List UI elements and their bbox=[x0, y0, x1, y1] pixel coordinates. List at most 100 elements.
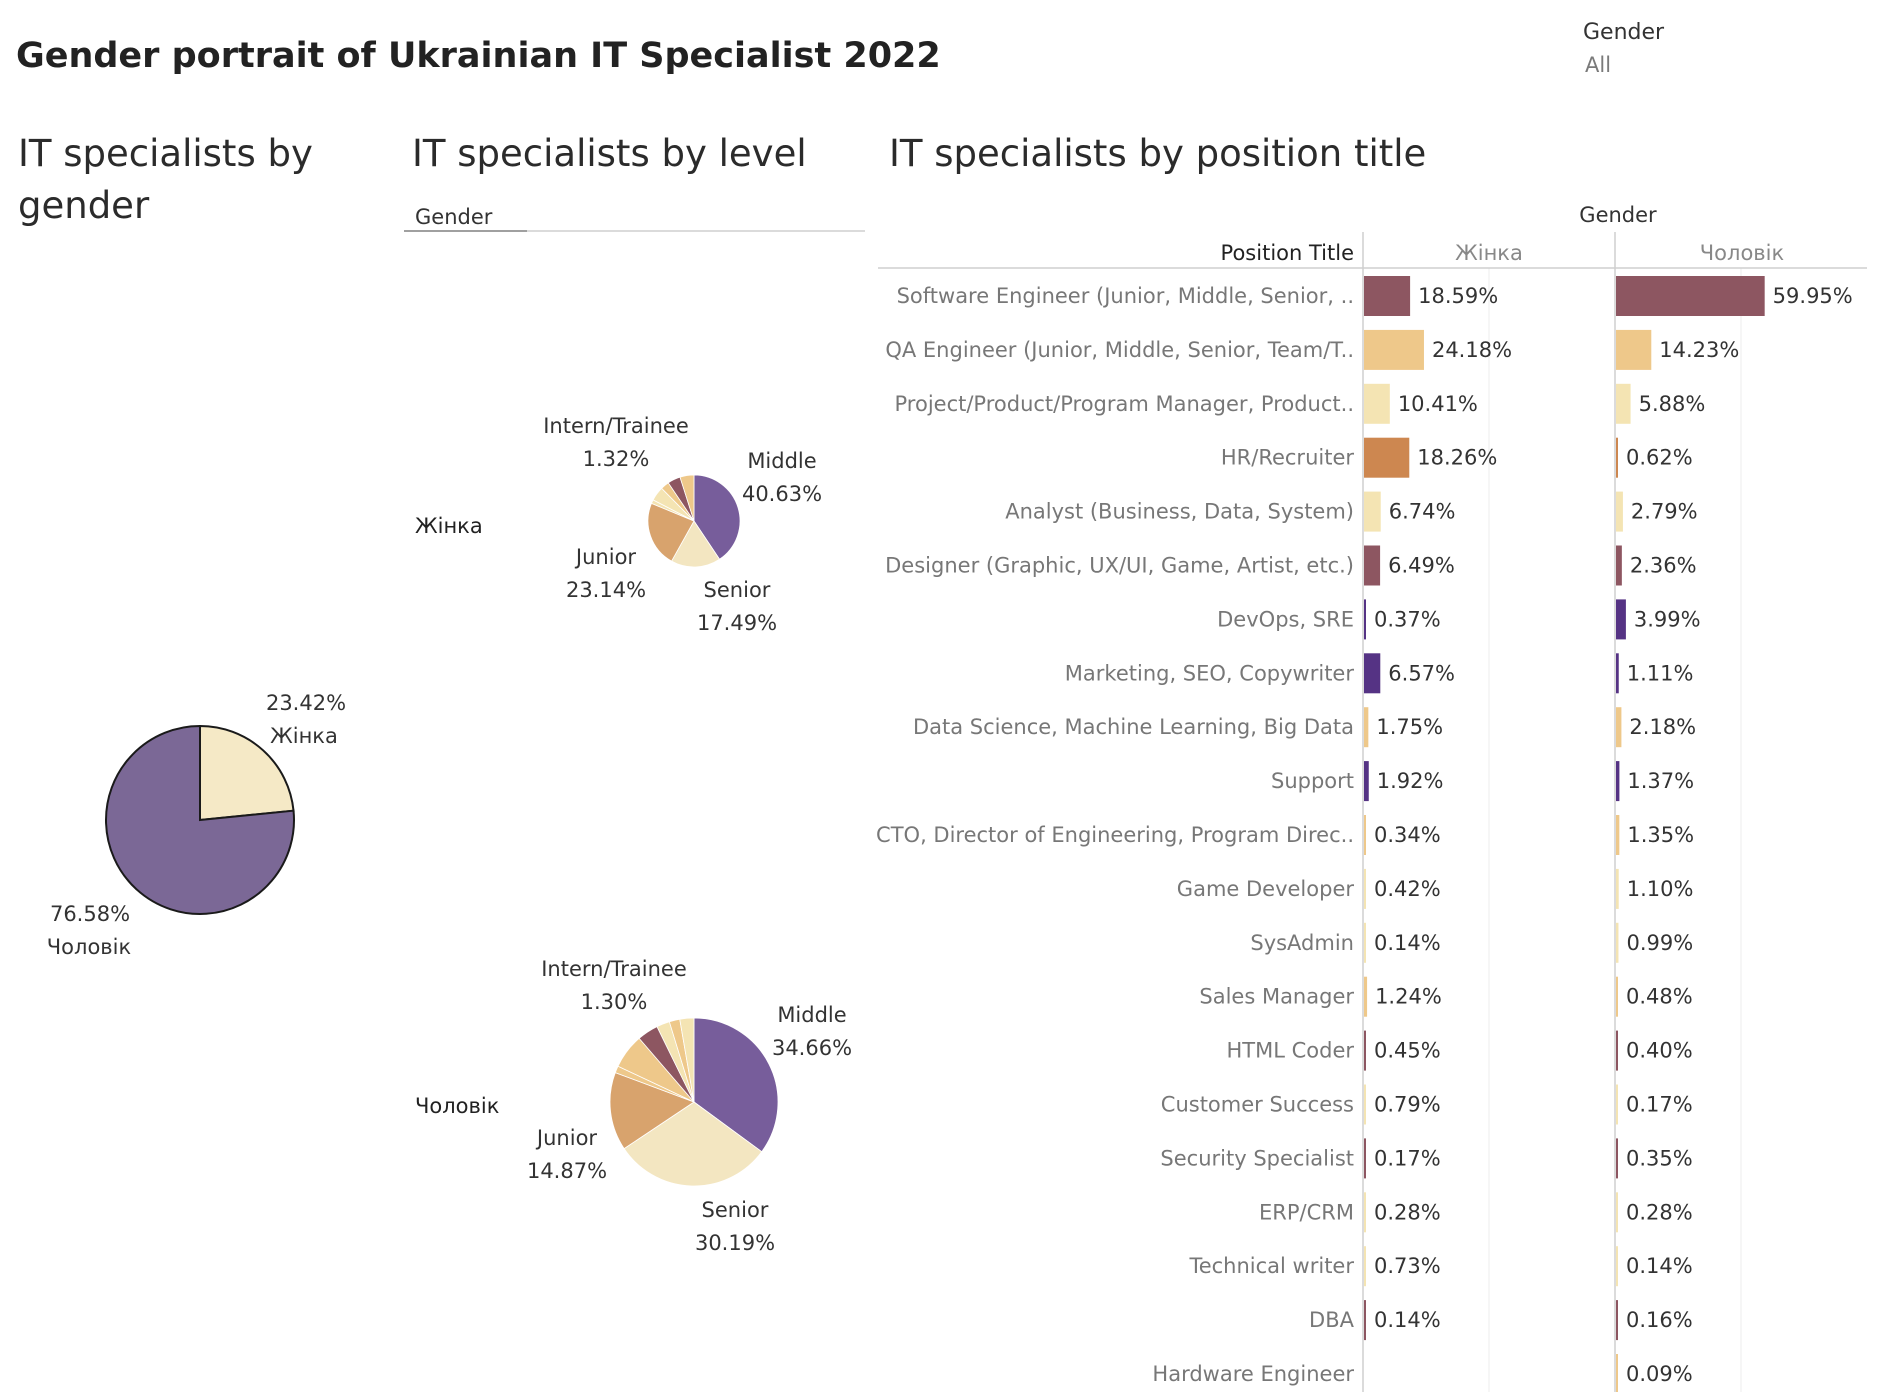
position-bar-cholovik[interactable] bbox=[1616, 383, 1631, 424]
position-bar-cholovik[interactable] bbox=[1616, 1300, 1618, 1341]
level-zhinka-middle-pct: 40.63% bbox=[742, 482, 822, 506]
level-cholovik-middle-name: Middle bbox=[777, 1003, 846, 1027]
position-bar-cholovik[interactable] bbox=[1616, 761, 1620, 802]
pie-slice-чоловік[interactable] bbox=[105, 724, 295, 915]
position-bar-zhinka[interactable] bbox=[1364, 1084, 1366, 1125]
position-bar-cholovik[interactable] bbox=[1616, 1084, 1618, 1125]
position-bar-zhinka[interactable] bbox=[1364, 815, 1366, 855]
pie-slice-junior[interactable] bbox=[647, 502, 695, 562]
position-bar-label-cholovik: 0.16% bbox=[1626, 1308, 1693, 1332]
level-zhinka-intern-pct: 1.32% bbox=[583, 447, 650, 471]
position-label: CTO, Director of Engineering, Program Di… bbox=[876, 823, 1354, 847]
gender-pie-zhinka-name: Жінка bbox=[270, 724, 338, 748]
level-cholovik-junior-name: Junior bbox=[535, 1126, 597, 1150]
level-pie-zhinka bbox=[647, 474, 741, 568]
position-bar-label-cholovik: 2.36% bbox=[1630, 554, 1697, 578]
position-bar-zhinka[interactable] bbox=[1364, 922, 1366, 963]
position-bar-cholovik[interactable] bbox=[1616, 1030, 1618, 1071]
position-label: Project/Product/Program Manager, Product… bbox=[895, 392, 1355, 416]
position-bar-label-cholovik: 3.99% bbox=[1634, 607, 1701, 631]
position-bar-zhinka[interactable] bbox=[1364, 653, 1381, 694]
position-bar-label-cholovik: 1.35% bbox=[1627, 823, 1694, 847]
gender-filter-label: Gender bbox=[1583, 20, 1665, 45]
position-bar-label-cholovik: 59.95% bbox=[1773, 284, 1853, 308]
position-bar-label-zhinka: 10.41% bbox=[1398, 392, 1478, 416]
position-bar-cholovik[interactable] bbox=[1616, 922, 1619, 963]
level-pie-cholovik bbox=[609, 1017, 779, 1187]
position-bar-zhinka[interactable] bbox=[1364, 761, 1369, 802]
position-bar-label-cholovik: 0.62% bbox=[1626, 446, 1693, 470]
pie-slice-other-5[interactable] bbox=[679, 1017, 695, 1103]
position-bar-label-cholovik: 1.10% bbox=[1627, 877, 1694, 901]
position-bar-cholovik[interactable] bbox=[1616, 653, 1619, 694]
position-bar-cholovik[interactable] bbox=[1616, 868, 1619, 909]
position-bar-cholovik[interactable] bbox=[1616, 599, 1626, 640]
gender-pie-title: IT specialists by gender bbox=[18, 132, 313, 227]
level-zhinka-junior-name: Junior bbox=[574, 545, 636, 569]
position-bar-cholovik[interactable] bbox=[1616, 815, 1620, 855]
position-bar-label-zhinka: 1.75% bbox=[1376, 715, 1443, 739]
position-label: Sales Manager bbox=[1199, 985, 1354, 1009]
position-label: DevOps, SRE bbox=[1217, 607, 1354, 631]
level-cholovik-senior-pct: 30.19% bbox=[695, 1231, 775, 1255]
pie-slice-other-4[interactable] bbox=[679, 474, 695, 522]
position-bar-label-zhinka: 0.42% bbox=[1374, 877, 1441, 901]
position-bar-zhinka[interactable] bbox=[1364, 383, 1390, 424]
gender-filter-value[interactable]: All bbox=[1585, 53, 1612, 77]
level-zhinka-senior-name: Senior bbox=[704, 578, 771, 602]
position-bar-cholovik[interactable] bbox=[1616, 491, 1623, 532]
position-bar-label-cholovik: 1.37% bbox=[1627, 769, 1694, 793]
position-label: ERP/CRM bbox=[1259, 1200, 1354, 1224]
position-bar-zhinka[interactable] bbox=[1364, 276, 1411, 316]
position-bar-cholovik[interactable] bbox=[1616, 707, 1622, 748]
position-bar-zhinka[interactable] bbox=[1364, 1138, 1366, 1179]
position-bar-zhinka[interactable] bbox=[1364, 1192, 1366, 1233]
pie-slice-senior[interactable] bbox=[623, 1101, 763, 1187]
position-bar-label-zhinka: 0.45% bbox=[1374, 1039, 1441, 1063]
position-bar-cholovik[interactable] bbox=[1616, 329, 1652, 370]
position-bar-cholovik[interactable] bbox=[1616, 437, 1618, 478]
position-bar-zhinka[interactable] bbox=[1364, 1030, 1366, 1071]
position-bar-zhinka[interactable] bbox=[1364, 491, 1381, 532]
position-bar-zhinka[interactable] bbox=[1364, 976, 1368, 1017]
position-bar-zhinka[interactable] bbox=[1364, 707, 1369, 748]
col-header-cholovik: Чоловік bbox=[1700, 241, 1784, 265]
position-bar-label-cholovik: 0.14% bbox=[1626, 1254, 1693, 1278]
position-bar-zhinka[interactable] bbox=[1364, 599, 1366, 640]
position-bar-label-zhinka: 1.92% bbox=[1377, 769, 1444, 793]
position-bar-zhinka[interactable] bbox=[1364, 868, 1366, 909]
position-bar-zhinka[interactable] bbox=[1364, 329, 1424, 370]
position-label: Support bbox=[1271, 769, 1354, 793]
position-bar-label-cholovik: 0.09% bbox=[1626, 1362, 1693, 1386]
position-bar-zhinka[interactable] bbox=[1364, 437, 1410, 478]
position-bar-cholovik[interactable] bbox=[1616, 545, 1622, 586]
position-bar-cholovik[interactable] bbox=[1616, 1192, 1618, 1233]
position-bar-label-zhinka: 0.79% bbox=[1374, 1093, 1441, 1117]
position-bar-zhinka[interactable] bbox=[1364, 545, 1381, 586]
position-label: Security Specialist bbox=[1160, 1146, 1354, 1170]
position-bar-cholovik[interactable] bbox=[1616, 976, 1618, 1017]
position-bar-cholovik[interactable] bbox=[1616, 1354, 1618, 1392]
position-bar-zhinka[interactable] bbox=[1364, 1300, 1366, 1341]
position-bar-zhinka[interactable] bbox=[1364, 1246, 1366, 1287]
position-bar-label-cholovik: 0.35% bbox=[1626, 1146, 1693, 1170]
pie-slice-жінка[interactable] bbox=[199, 724, 295, 822]
position-bar-cholovik[interactable] bbox=[1616, 1138, 1618, 1179]
position-bar-label-zhinka: 0.17% bbox=[1374, 1146, 1441, 1170]
position-bar-label-zhinka: 18.26% bbox=[1417, 446, 1497, 470]
position-bar-label-zhinka: 0.14% bbox=[1374, 931, 1441, 955]
position-bar-label-zhinka: 0.73% bbox=[1374, 1254, 1441, 1278]
gender-pie-chart bbox=[105, 724, 295, 915]
level-cholovik-intern-name: Intern/Trainee bbox=[541, 957, 687, 981]
pie-slice-junior[interactable] bbox=[609, 1072, 695, 1150]
position-label: Data Science, Machine Learning, Big Data bbox=[913, 715, 1354, 739]
position-label: Marketing, SEO, Copywriter bbox=[1065, 661, 1355, 685]
level-zhinka-junior-pct: 23.14% bbox=[566, 578, 646, 602]
position-bar-cholovik[interactable] bbox=[1616, 276, 1765, 316]
page-title: Gender portrait of Ukrainian IT Speciali… bbox=[16, 36, 941, 76]
pie-slice-senior[interactable] bbox=[670, 520, 721, 568]
position-bar-cholovik[interactable] bbox=[1616, 1246, 1618, 1287]
position-label: DBA bbox=[1309, 1308, 1355, 1332]
pie-slice-middle[interactable] bbox=[693, 1017, 779, 1153]
